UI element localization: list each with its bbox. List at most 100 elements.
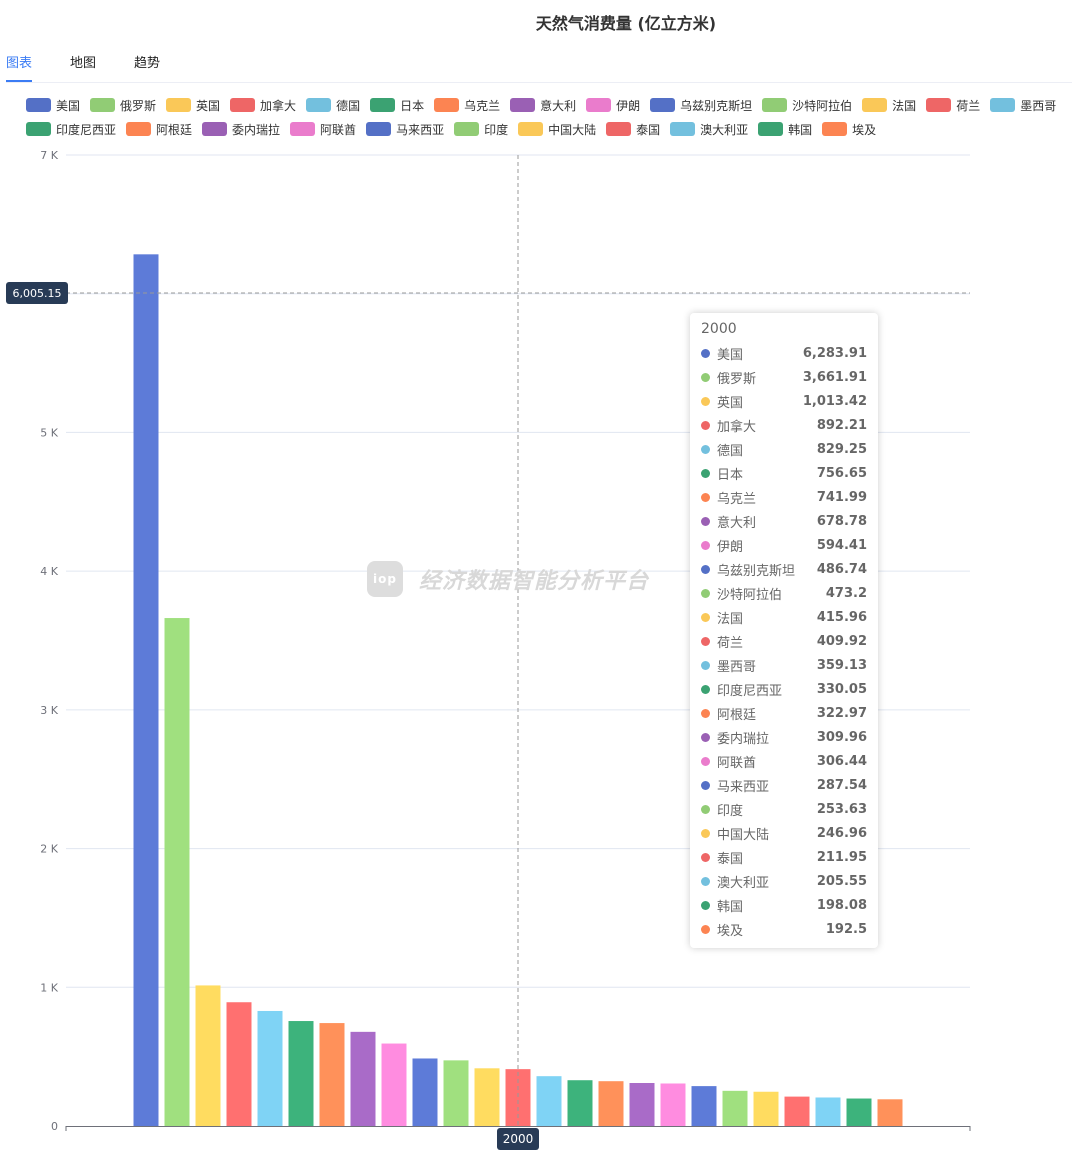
bar[interactable] bbox=[877, 1099, 903, 1126]
legend-item[interactable]: 印度尼西亚 bbox=[26, 120, 116, 138]
bar[interactable] bbox=[598, 1081, 624, 1126]
tooltip-series-name: 中国大陆 bbox=[717, 827, 770, 843]
tooltip-series-value: 246.96 bbox=[816, 825, 867, 841]
tooltip-series-value: 678.78 bbox=[816, 513, 867, 529]
bar[interactable] bbox=[753, 1091, 779, 1126]
tooltip-series-value: 330.05 bbox=[816, 681, 867, 697]
legend-swatch bbox=[606, 122, 632, 136]
legend-swatch bbox=[306, 98, 332, 112]
bar[interactable] bbox=[133, 254, 159, 1126]
bar[interactable] bbox=[164, 618, 190, 1126]
legend-item[interactable]: 加拿大 bbox=[230, 96, 296, 114]
legend-swatch bbox=[454, 122, 480, 136]
tooltip-series-value: 6,283.91 bbox=[802, 345, 867, 361]
tab-map[interactable]: 地图 bbox=[70, 56, 97, 71]
series-dot-icon bbox=[701, 588, 710, 598]
bar[interactable] bbox=[660, 1083, 686, 1126]
bar[interactable] bbox=[195, 985, 221, 1126]
tooltip-row: 俄罗斯 3,661.91 bbox=[690, 365, 878, 389]
bar[interactable] bbox=[846, 1098, 872, 1126]
legend-swatch bbox=[510, 98, 536, 112]
bar[interactable] bbox=[536, 1076, 562, 1126]
watermark-logo-icon: iop bbox=[367, 561, 403, 597]
legend-item[interactable]: 德国 bbox=[306, 96, 360, 114]
series-dot-icon bbox=[701, 708, 710, 718]
tooltip-series-value: 322.97 bbox=[816, 705, 867, 721]
legend-item[interactable]: 中国大陆 bbox=[518, 120, 596, 138]
legend-item[interactable]: 伊朗 bbox=[586, 96, 640, 114]
tooltip-row: 法国 415.96 bbox=[690, 605, 878, 629]
legend-item[interactable]: 荷兰 bbox=[926, 96, 980, 114]
series-dot-icon bbox=[701, 372, 710, 382]
bar[interactable] bbox=[319, 1023, 345, 1126]
bar[interactable] bbox=[381, 1043, 407, 1126]
legend-swatch bbox=[758, 122, 784, 136]
legend-item[interactable]: 乌兹别克斯坦 bbox=[650, 96, 752, 114]
legend-item[interactable]: 俄罗斯 bbox=[90, 96, 156, 114]
bar[interactable] bbox=[226, 1002, 252, 1126]
bar[interactable] bbox=[691, 1086, 717, 1126]
bar[interactable] bbox=[629, 1083, 655, 1126]
bar[interactable] bbox=[815, 1097, 841, 1126]
tooltip-series-value: 892.21 bbox=[816, 417, 867, 433]
series-dot-icon bbox=[701, 924, 710, 934]
legend-item[interactable]: 乌克兰 bbox=[434, 96, 500, 114]
legend-item[interactable]: 泰国 bbox=[606, 120, 660, 138]
legend-swatch bbox=[370, 98, 396, 112]
legend-item[interactable]: 意大利 bbox=[510, 96, 576, 114]
tooltip-series-name: 阿根廷 bbox=[717, 707, 757, 723]
tooltip-series-name: 乌兹别克斯坦 bbox=[717, 563, 796, 579]
legend-swatch bbox=[202, 122, 228, 136]
tooltip-series-value: 594.41 bbox=[816, 537, 867, 553]
tooltip-series-value: 205.55 bbox=[816, 873, 867, 889]
tooltip-series-value: 473.2 bbox=[825, 585, 867, 601]
crosshair-x-label-bg bbox=[497, 1128, 539, 1150]
tab-trend[interactable]: 趋势 bbox=[134, 56, 161, 71]
bar[interactable] bbox=[288, 1021, 314, 1126]
legend-item[interactable]: 韩国 bbox=[758, 120, 812, 138]
tooltip-series-name: 加拿大 bbox=[717, 419, 757, 435]
legend-item[interactable]: 沙特阿拉伯 bbox=[762, 96, 852, 114]
tooltip-series-name: 埃及 bbox=[717, 923, 744, 939]
tooltip-row: 阿联酋 306.44 bbox=[690, 749, 878, 773]
tooltip-series-value: 359.13 bbox=[816, 657, 867, 673]
legend-item[interactable]: 法国 bbox=[862, 96, 916, 114]
tooltip-series-name: 印度 bbox=[717, 803, 744, 819]
bar[interactable] bbox=[257, 1010, 283, 1126]
legend-item[interactable]: 美国 bbox=[26, 96, 80, 114]
legend-label: 澳大利亚 bbox=[700, 122, 749, 137]
legend-item[interactable]: 阿根廷 bbox=[126, 120, 192, 138]
legend-item[interactable]: 委内瑞拉 bbox=[202, 120, 280, 138]
legend-item[interactable]: 澳大利亚 bbox=[670, 120, 748, 138]
tooltip-series-name: 韩国 bbox=[717, 899, 744, 915]
legend-swatch bbox=[650, 98, 676, 112]
bar[interactable] bbox=[784, 1096, 810, 1126]
bar[interactable] bbox=[722, 1090, 748, 1126]
tooltip-series-name: 墨西哥 bbox=[717, 659, 757, 675]
legend-item[interactable]: 印度 bbox=[454, 120, 508, 138]
tab-chart[interactable]: 图表 bbox=[6, 52, 33, 82]
tooltip-row: 墨西哥 359.13 bbox=[690, 653, 878, 677]
legend-item[interactable]: 日本 bbox=[370, 96, 424, 114]
legend-item[interactable]: 埃及 bbox=[822, 120, 876, 138]
bar[interactable] bbox=[350, 1031, 376, 1126]
legend-label: 马来西亚 bbox=[396, 122, 445, 137]
series-dot-icon bbox=[701, 540, 710, 550]
legend-item[interactable]: 阿联酋 bbox=[290, 120, 356, 138]
tooltip-row: 英国 1,013.42 bbox=[690, 389, 878, 413]
bar[interactable] bbox=[443, 1060, 469, 1126]
bar[interactable] bbox=[567, 1080, 593, 1126]
legend-item[interactable]: 墨西哥 bbox=[990, 96, 1056, 114]
y-tick-label: 5 K bbox=[40, 426, 58, 439]
series-dot-icon bbox=[701, 468, 710, 478]
bar[interactable] bbox=[474, 1068, 500, 1126]
bar[interactable] bbox=[412, 1058, 438, 1126]
legend-label: 委内瑞拉 bbox=[232, 122, 281, 137]
y-tick-label: 4 K bbox=[40, 565, 58, 578]
legend-swatch bbox=[90, 98, 116, 112]
legend-item[interactable]: 英国 bbox=[166, 96, 220, 114]
tooltip-series-value: 409.92 bbox=[816, 633, 867, 649]
tooltip-row: 日本 756.65 bbox=[690, 461, 878, 485]
legend-item[interactable]: 马来西亚 bbox=[366, 120, 444, 138]
